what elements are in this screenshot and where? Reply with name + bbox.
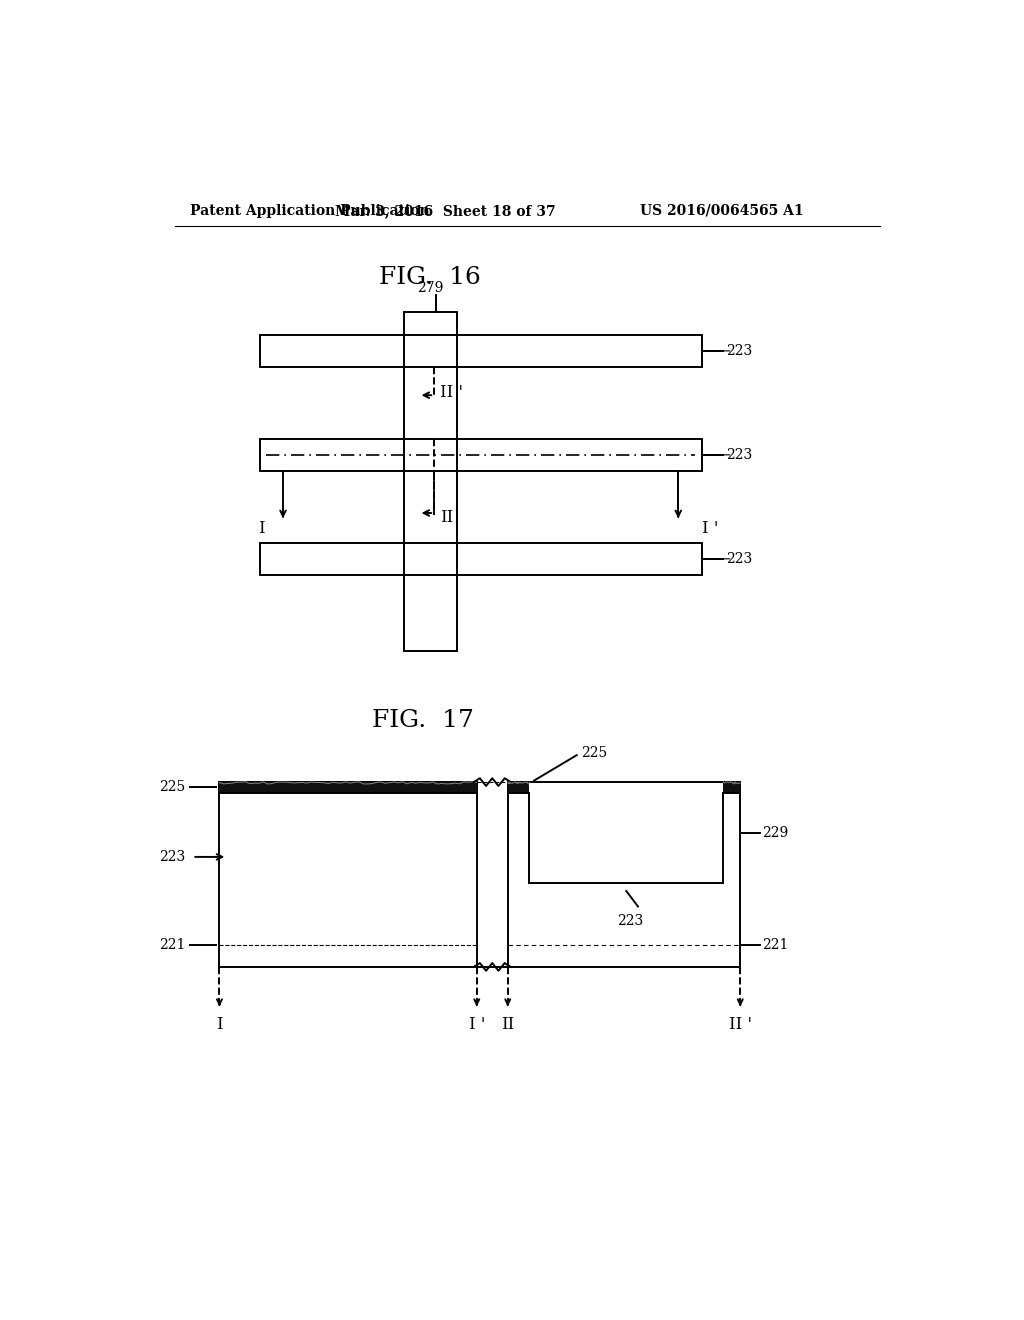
Bar xyxy=(219,781,477,793)
Text: II: II xyxy=(501,1016,514,1034)
Text: I ': I ' xyxy=(469,1016,485,1034)
Text: 229: 229 xyxy=(762,826,788,840)
Text: Mar. 3, 2016  Sheet 18 of 37: Mar. 3, 2016 Sheet 18 of 37 xyxy=(336,203,556,218)
Text: 221: 221 xyxy=(159,939,185,952)
Text: 223: 223 xyxy=(726,447,753,462)
Text: 223: 223 xyxy=(726,552,753,566)
Text: II: II xyxy=(440,510,454,527)
Text: 225: 225 xyxy=(159,780,185,795)
Text: US 2016/0064565 A1: US 2016/0064565 A1 xyxy=(640,203,803,218)
Text: FIG.  16: FIG. 16 xyxy=(379,267,481,289)
Text: 225: 225 xyxy=(581,746,607,760)
Bar xyxy=(260,335,701,367)
Text: II ': II ' xyxy=(729,1016,752,1034)
Text: I ': I ' xyxy=(701,520,718,537)
Bar xyxy=(260,543,701,576)
Text: FIG.  17: FIG. 17 xyxy=(372,709,473,733)
Text: 223: 223 xyxy=(726,345,753,358)
Bar xyxy=(219,781,477,966)
Text: 223: 223 xyxy=(159,850,185,863)
Text: 223: 223 xyxy=(617,915,643,928)
Bar xyxy=(508,781,740,966)
Bar xyxy=(508,781,529,793)
Bar xyxy=(723,781,740,793)
Text: I: I xyxy=(216,1016,223,1034)
Text: 221: 221 xyxy=(762,939,788,952)
Text: I: I xyxy=(258,520,264,537)
Text: 279: 279 xyxy=(417,281,443,296)
Bar xyxy=(403,313,457,651)
Text: Patent Application Publication: Patent Application Publication xyxy=(190,203,430,218)
Bar xyxy=(260,438,701,471)
Text: II ': II ' xyxy=(440,384,463,400)
